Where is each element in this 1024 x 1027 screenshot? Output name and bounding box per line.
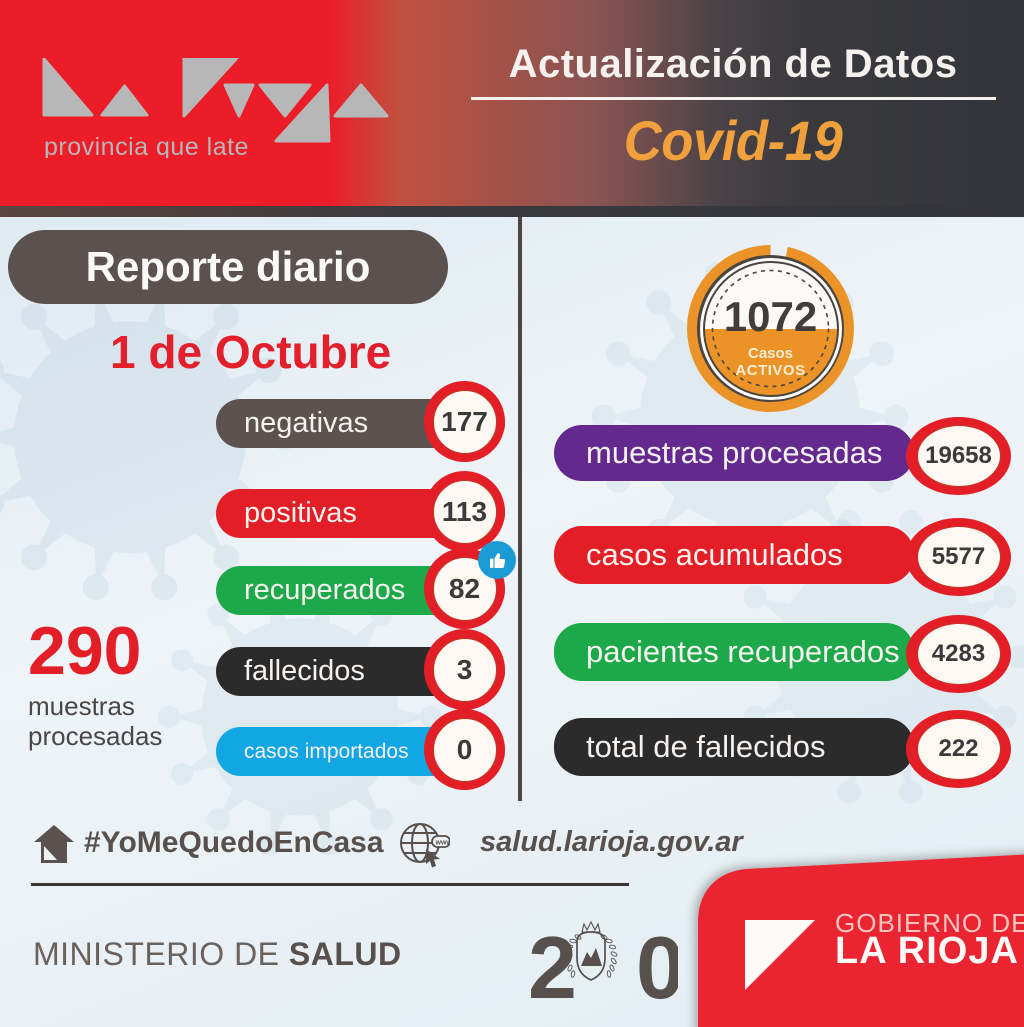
svg-text:0: 0 [636,918,678,1017]
svg-text:provincia que late: provincia que late [44,133,249,158]
svg-text:2: 2 [528,918,577,1017]
svg-text:www: www [435,840,451,847]
